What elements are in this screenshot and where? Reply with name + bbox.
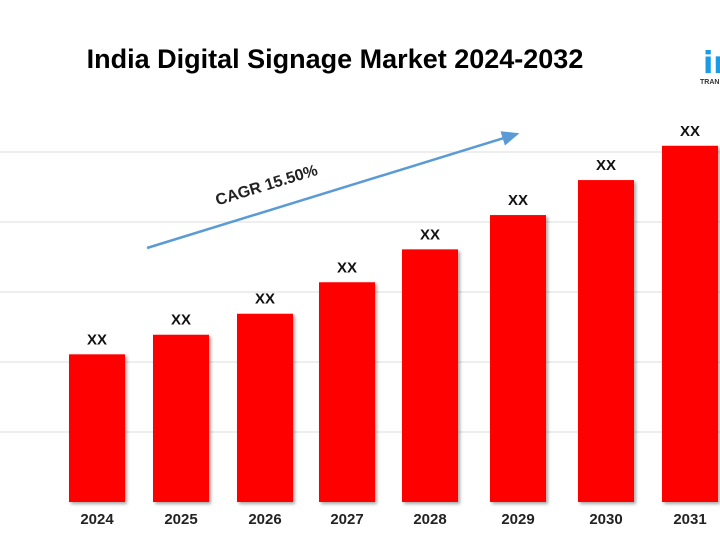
bar-2028 — [402, 249, 458, 502]
x-tick-label-2029: 2029 — [501, 511, 534, 528]
bar-2029 — [490, 215, 546, 503]
x-tick-label-2030: 2030 — [589, 511, 622, 528]
x-tick-label-2027: 2027 — [330, 511, 363, 528]
x-tick-label-2026: 2026 — [248, 511, 281, 528]
bar-2031 — [662, 145, 718, 503]
logo-mark: in — [703, 46, 720, 81]
bar-2030 — [578, 180, 634, 502]
data-label-2029: XX — [508, 192, 528, 209]
chart-title: India Digital Signage Market 2024-2032 — [86, 44, 584, 74]
data-label-2030: XX — [596, 157, 616, 174]
bar-2025 — [153, 334, 209, 502]
bar-2027 — [319, 282, 375, 502]
data-label-2031: XX — [680, 123, 700, 140]
data-label-2027: XX — [337, 259, 357, 276]
data-label-2028: XX — [420, 226, 440, 243]
logo-text: TRAN — [700, 79, 720, 86]
data-label-2026: XX — [255, 291, 275, 308]
data-label-2025: XX — [171, 312, 191, 329]
x-tick-label-2028: 2028 — [413, 511, 446, 528]
x-tick-label-2025: 2025 — [164, 511, 197, 528]
bar-2024 — [69, 354, 125, 502]
data-label-2024: XX — [87, 331, 107, 348]
cagr-label: CAGR 15.50% — [214, 162, 320, 209]
cagr-arrow — [146, 131, 520, 250]
x-tick-label-2024: 2024 — [80, 511, 114, 528]
bar-2026 — [237, 313, 293, 502]
x-tick-label-2031: 2031 — [673, 511, 706, 528]
